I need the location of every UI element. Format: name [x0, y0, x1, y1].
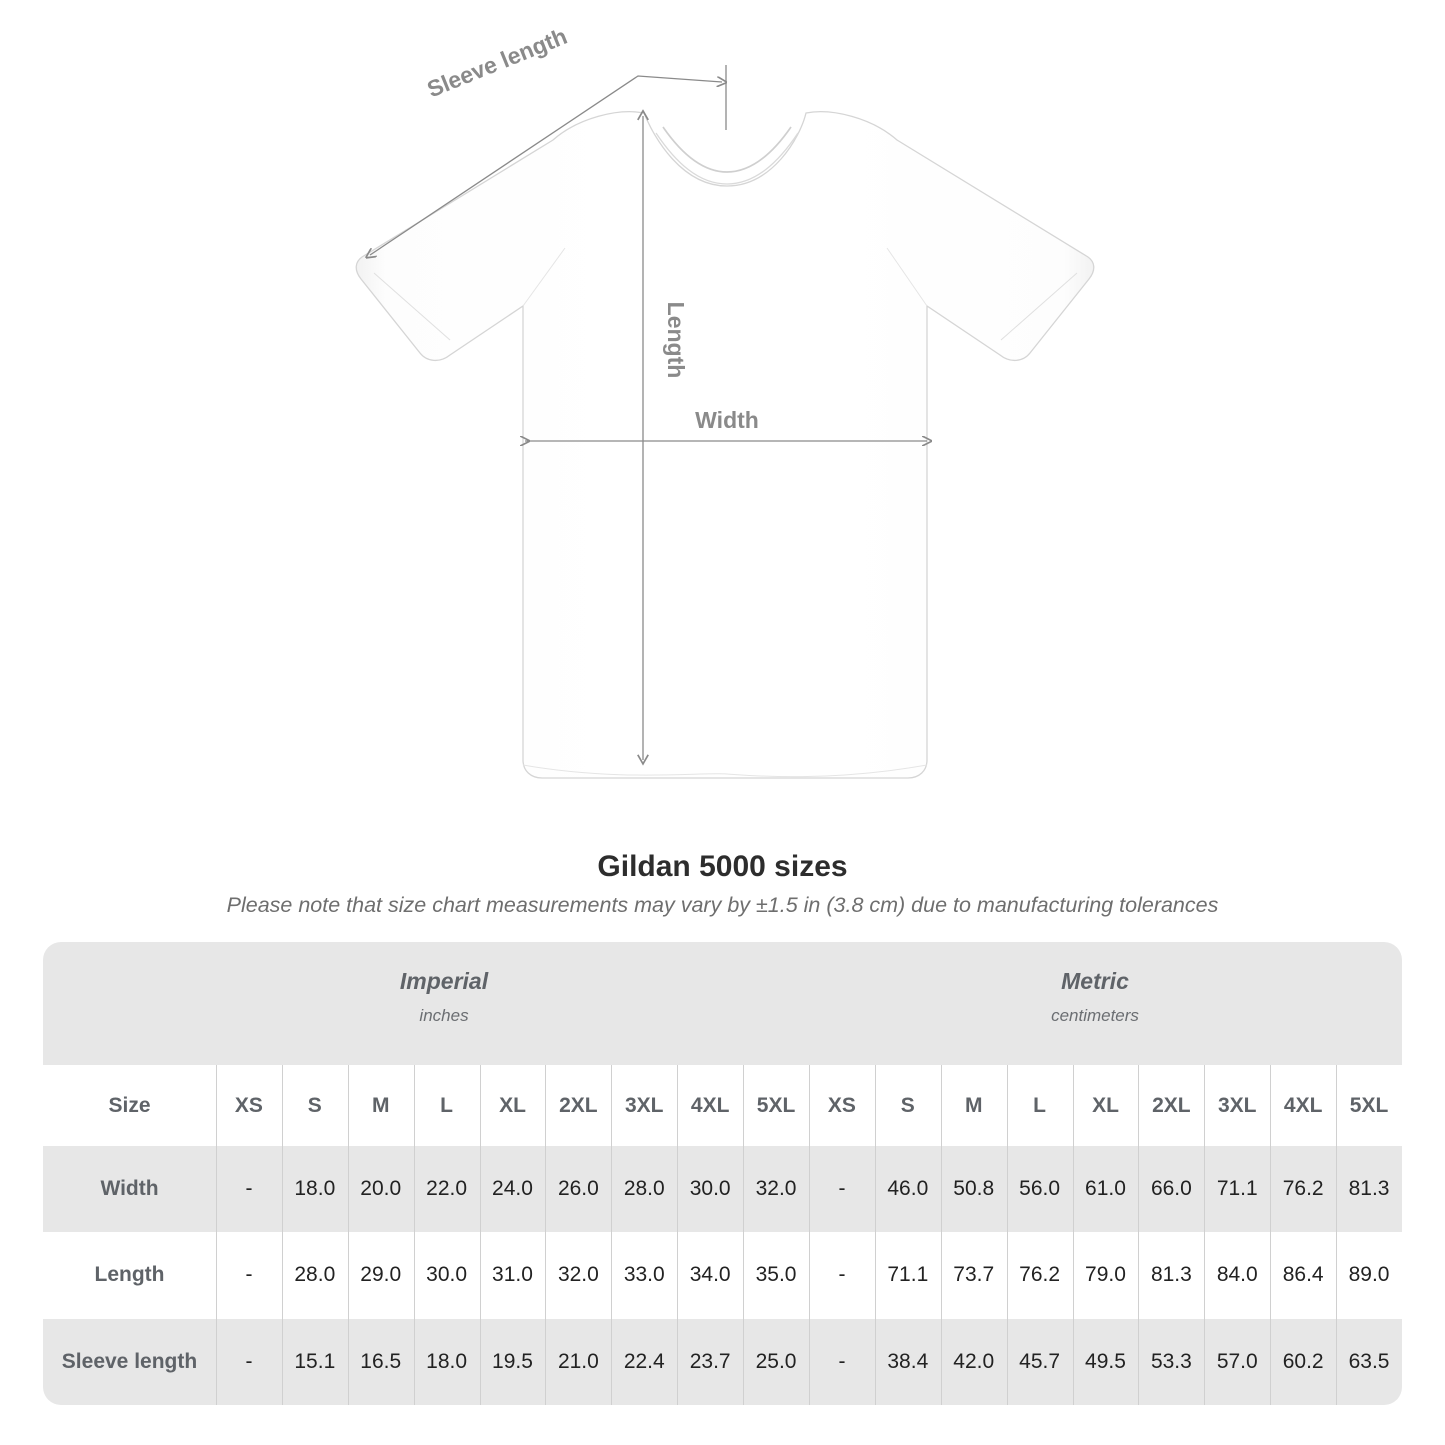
svg-text:Sleeve length: Sleeve length [423, 23, 570, 103]
svg-text:Length: Length [663, 302, 689, 379]
svg-text:Width: Width [695, 407, 759, 433]
